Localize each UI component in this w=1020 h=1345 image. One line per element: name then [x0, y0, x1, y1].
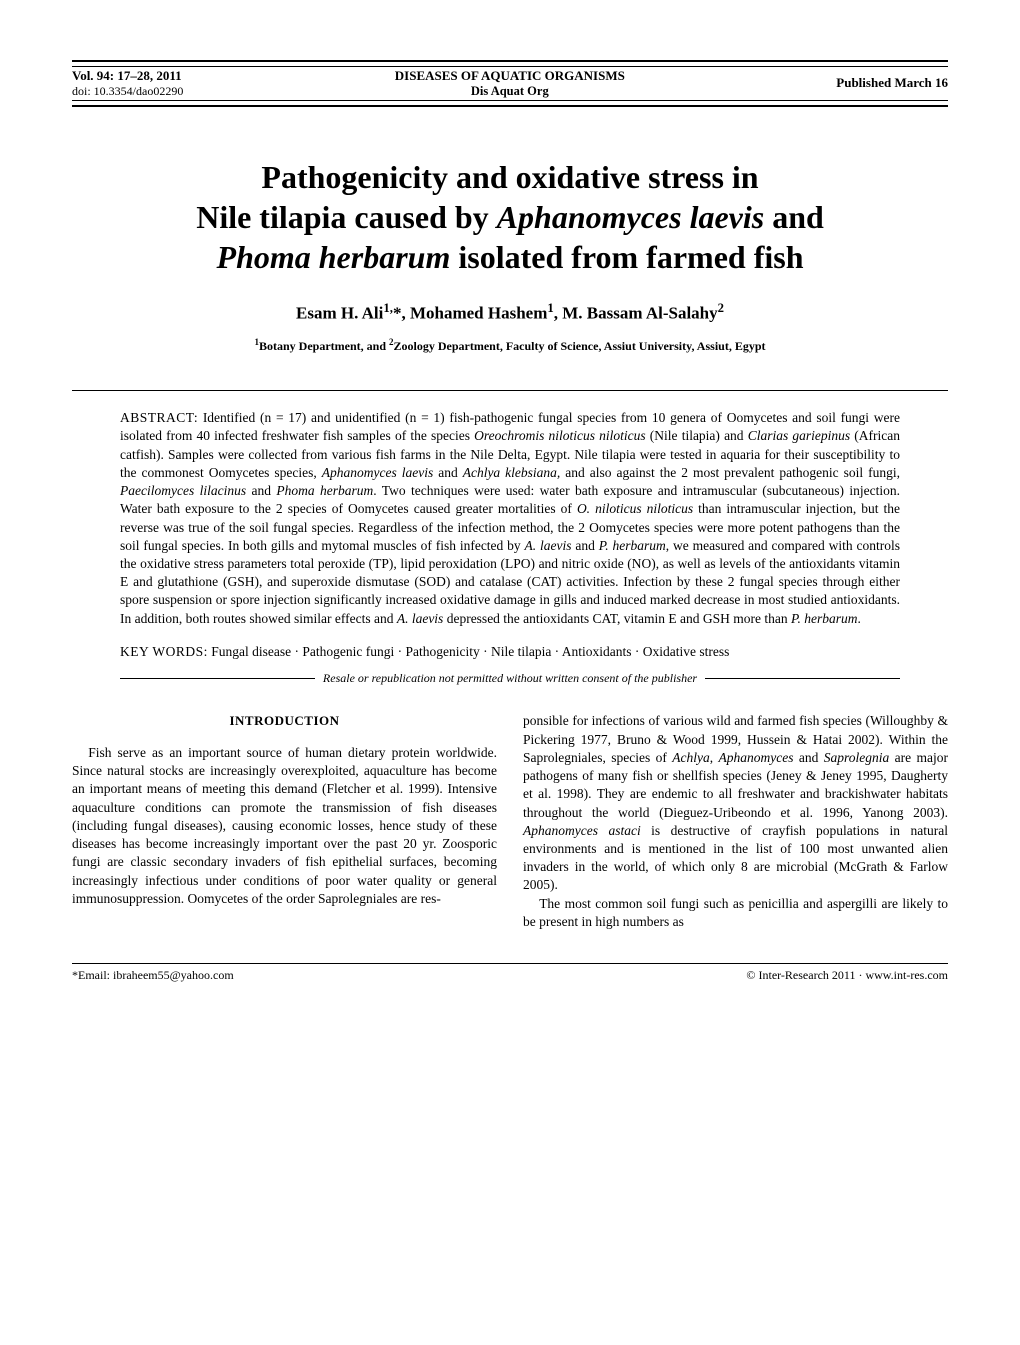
article-title: Pathogenicity and oxidative stress in Ni… — [92, 157, 928, 277]
body-paragraph: Fish serve as an important source of hum… — [72, 744, 497, 908]
volume-issue: Vol. 94: 17–28, 2011 — [72, 68, 183, 84]
title-line2-post: and — [764, 199, 824, 235]
resale-rule-left — [120, 678, 315, 679]
title-species-1: Aphanomyces laevis — [497, 199, 765, 235]
journal-name-full: DISEASES OF AQUATIC ORGANISMS — [395, 68, 625, 84]
keywords-label: KEY WORDS: — [120, 644, 208, 659]
copyright: © Inter-Research 2011 · www.int-res.com — [746, 968, 948, 983]
resale-notice: Resale or republication not permitted wi… — [120, 671, 900, 686]
corresponding-email: *Email: ibraheem55@yahoo.com — [72, 968, 234, 983]
resale-text: Resale or republication not permitted wi… — [315, 671, 705, 686]
divider-top — [72, 390, 948, 391]
affiliation: 1Botany Department, and 2Zoology Departm… — [72, 337, 948, 354]
section-heading-introduction: INTRODUCTION — [72, 712, 497, 730]
journal-name-short: Dis Aquat Org — [395, 84, 625, 99]
column-right: ponsible for infections of various wild … — [523, 712, 948, 931]
abstract-label: ABSTRACT: — [120, 410, 198, 425]
body-paragraph: ponsible for infections of various wild … — [523, 712, 948, 894]
page-footer: *Email: ibraheem55@yahoo.com © Inter-Res… — [72, 963, 948, 983]
resale-rule-right — [705, 678, 900, 679]
body-paragraph: The most common soil fungi such as penic… — [523, 895, 948, 931]
title-line1: Pathogenicity and oxidative stress in — [261, 159, 758, 195]
doi: doi: 10.3354/dao02290 — [72, 84, 183, 98]
header-left: Vol. 94: 17–28, 2011 doi: 10.3354/dao022… — [72, 68, 183, 98]
abstract-text: Identified (n = 17) and unidentified (n … — [120, 410, 900, 625]
abstract: ABSTRACT: Identified (n = 17) and uniden… — [120, 409, 900, 628]
author-list: Esam H. Ali1,*, Mohamed Hashem1, M. Bass… — [72, 301, 948, 324]
publication-date: Published March 16 — [836, 75, 948, 91]
journal-header: Vol. 94: 17–28, 2011 doi: 10.3354/dao022… — [72, 60, 948, 107]
keywords-text: Fungal disease · Pathogenic fungi · Path… — [208, 644, 730, 659]
title-line2-pre: Nile tilapia caused by — [196, 199, 496, 235]
keywords: KEY WORDS: Fungal disease · Pathogenic f… — [120, 642, 900, 662]
title-species-2: Phoma herbarum — [217, 239, 451, 275]
header-center: DISEASES OF AQUATIC ORGANISMS Dis Aquat … — [395, 68, 625, 99]
body-columns: INTRODUCTION Fish serve as an important … — [72, 712, 948, 931]
column-left: INTRODUCTION Fish serve as an important … — [72, 712, 497, 931]
title-line3-post: isolated from farmed fish — [450, 239, 803, 275]
